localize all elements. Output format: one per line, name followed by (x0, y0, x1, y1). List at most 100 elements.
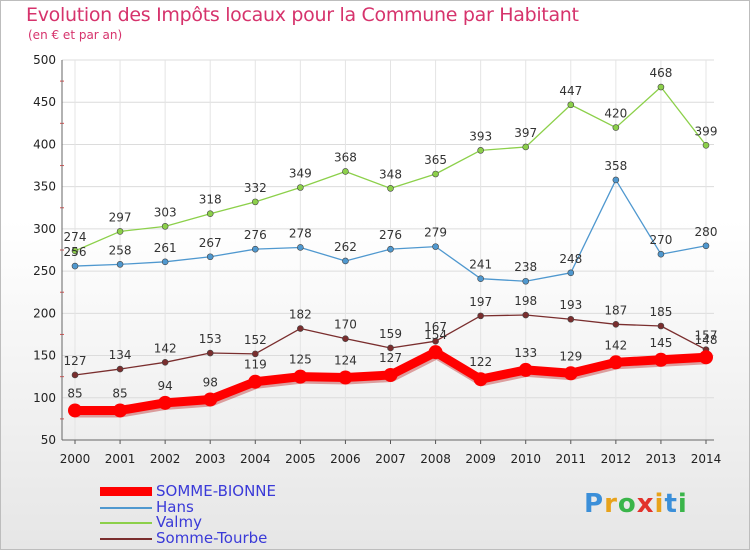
y-tick-label: 150 (33, 349, 56, 363)
data-label: 332 (244, 181, 267, 195)
y-tick-label: 350 (33, 180, 56, 194)
data-point (702, 242, 710, 250)
data-label: 127 (64, 354, 87, 368)
data-point (206, 349, 214, 357)
data-point (251, 198, 259, 206)
data-point (432, 337, 439, 345)
data-point (432, 170, 439, 178)
data-label: 358 (604, 159, 627, 173)
data-label: 318 (199, 193, 222, 207)
proxiti-logo: Proxiti (584, 489, 688, 519)
data-point (567, 269, 575, 277)
data-label: 148 (695, 333, 718, 347)
data-point (473, 372, 488, 387)
data-label: 393 (469, 129, 492, 143)
data-label: 142 (604, 338, 627, 352)
data-label: 119 (244, 358, 267, 372)
legend-label: Hans (156, 498, 194, 516)
data-point (342, 335, 349, 342)
data-label: 399 (695, 124, 718, 138)
data-label: 365 (424, 153, 447, 167)
data-point (383, 367, 398, 382)
data-label: 368 (334, 150, 357, 164)
data-point (522, 311, 530, 319)
data-label: 129 (559, 349, 582, 363)
x-tick-label: 2001 (105, 452, 136, 466)
data-label: 297 (109, 210, 132, 224)
x-tick-label: 2010 (510, 452, 541, 466)
data-point (116, 228, 124, 235)
data-label: 94 (158, 379, 173, 393)
data-label: 248 (559, 252, 582, 266)
legend-swatch (100, 538, 152, 540)
x-tick-label: 2002 (150, 452, 181, 466)
data-point (387, 185, 394, 192)
data-point (518, 362, 533, 377)
y-tick-label: 50 (41, 433, 56, 447)
data-label: 258 (109, 243, 132, 257)
data-label: 267 (199, 236, 222, 250)
data-point (477, 275, 484, 283)
data-point (206, 210, 214, 217)
data-label: 197 (469, 295, 492, 309)
legend-label: Valmy (156, 513, 202, 531)
data-point (428, 345, 443, 360)
y-tick-label: 450 (33, 95, 56, 109)
data-point (116, 365, 124, 373)
data-label: 85 (112, 386, 127, 400)
data-label: 274 (64, 230, 87, 244)
data-label: 154 (424, 328, 447, 342)
y-tick-label: 200 (33, 306, 56, 320)
data-label: 278 (289, 226, 312, 240)
data-label: 127 (379, 351, 402, 365)
data-label: 262 (334, 240, 357, 254)
x-tick-label: 2000 (60, 452, 91, 466)
data-point (432, 243, 439, 250)
data-label: 122 (469, 355, 492, 369)
legend-swatch (100, 507, 152, 509)
data-label: 182 (289, 308, 312, 322)
legend-label: SOMME-BIONNE (156, 482, 277, 500)
data-label: 85 (67, 386, 82, 400)
data-point (71, 371, 79, 379)
data-point (699, 350, 713, 365)
y-tick-label: 500 (33, 53, 56, 67)
data-label: 238 (514, 260, 537, 274)
x-tick-label: 2004 (240, 452, 271, 466)
legend-swatch (100, 487, 152, 496)
data-point (657, 322, 665, 330)
data-label: 152 (244, 333, 267, 347)
data-label: 193 (559, 298, 582, 312)
data-label: 185 (649, 305, 672, 319)
data-point (293, 369, 308, 384)
data-label: 303 (154, 205, 177, 219)
data-point (653, 352, 668, 367)
data-label: 276 (379, 228, 402, 242)
x-tick-label: 2011 (556, 452, 587, 466)
data-label: 159 (379, 327, 402, 341)
x-tick-label: 2008 (420, 452, 451, 466)
data-label: 447 (559, 84, 582, 98)
data-point (71, 247, 79, 255)
data-label: 279 (424, 226, 447, 240)
data-label: 198 (514, 294, 537, 308)
data-point (657, 250, 665, 258)
axes: 50 100 150 200 250 300 350 400 450 500 2000 2001 200… (33, 53, 721, 466)
data-label: 349 (289, 167, 312, 181)
data-label: 153 (199, 332, 222, 346)
x-tick-label: 2009 (465, 452, 496, 466)
data-label: 468 (649, 66, 672, 80)
data-label: 142 (154, 341, 177, 355)
x-tick-label: 2003 (195, 452, 226, 466)
data-label: 134 (109, 348, 132, 362)
chart-title: Evolution des Impôts locaux pour la Comm… (26, 4, 579, 26)
data-point (116, 261, 124, 268)
data-point (297, 325, 304, 332)
y-tick-label: 400 (33, 137, 56, 151)
data-point (251, 350, 259, 358)
data-point (612, 124, 620, 131)
data-point (113, 403, 128, 418)
data-point (342, 257, 349, 265)
